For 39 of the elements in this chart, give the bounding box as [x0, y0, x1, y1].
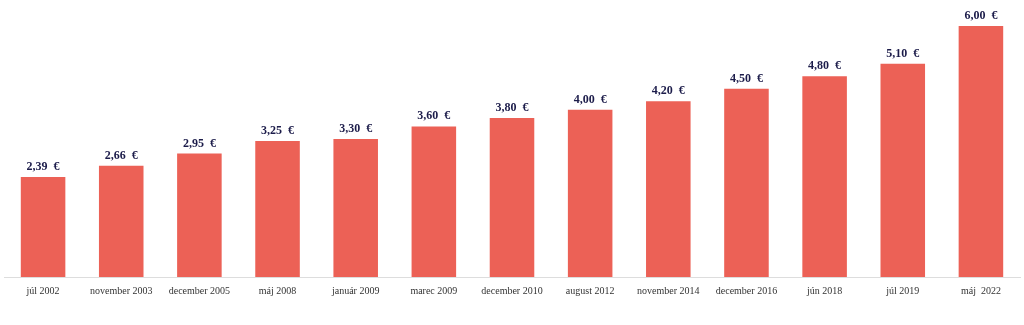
x-tick-label: máj 2022: [960, 284, 1001, 296]
x-tick-label: január 2009: [330, 284, 380, 296]
bar: [802, 76, 847, 277]
data-label: 2,95 €: [182, 135, 216, 150]
bar: [724, 88, 769, 277]
bar: [489, 118, 535, 277]
x-tick-label: december 2010: [481, 284, 543, 296]
data-label: 5,10 €: [886, 45, 920, 60]
x-tick-label: jún 2018: [805, 284, 843, 296]
x-tick-label: máj 2008: [258, 284, 297, 296]
bar: [255, 141, 300, 277]
x-tick-label: november 2003: [89, 284, 153, 296]
data-label: 4,00 €: [573, 91, 607, 106]
bar: [880, 63, 926, 277]
data-label: 4,80 €: [808, 58, 842, 73]
bar: [177, 153, 222, 277]
x-tick-label: júl 2019: [885, 284, 920, 296]
data-label: 3,80 €: [495, 100, 529, 115]
bar: [20, 177, 66, 277]
bar: [411, 126, 457, 277]
data-label: 2,39 €: [26, 159, 60, 174]
x-tick-label: júl 2002: [25, 284, 60, 296]
x-tick-label: marec 2009: [410, 284, 458, 296]
data-label: 3,30 €: [339, 121, 373, 136]
bar: [333, 138, 378, 277]
bar: [98, 165, 144, 277]
data-label: 6,00 €: [964, 8, 998, 23]
data-label: 3,25 €: [261, 123, 295, 138]
data-label: 4,50 €: [729, 70, 763, 85]
x-tick-label: august 2012: [565, 284, 615, 296]
data-label: 4,20 €: [651, 83, 685, 98]
x-tick-label: december 2016: [715, 284, 778, 296]
data-label: 3,60 €: [417, 108, 451, 123]
data-label: 2,66 €: [104, 147, 138, 162]
bar: [567, 109, 613, 277]
x-tick-label: december 2005: [168, 284, 231, 296]
bar: [646, 101, 691, 277]
x-tick-label: november 2014: [637, 284, 700, 296]
bar: [958, 26, 1004, 277]
